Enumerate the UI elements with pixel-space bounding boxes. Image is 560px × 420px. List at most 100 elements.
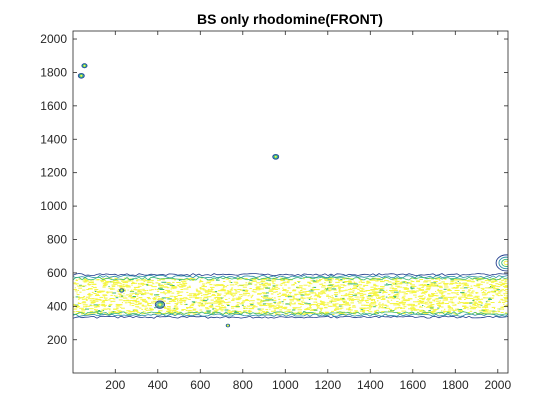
band-noise xyxy=(394,308,397,310)
band-noise xyxy=(152,286,157,288)
band-noise xyxy=(195,297,199,299)
band-noise xyxy=(131,281,135,283)
band-noise xyxy=(260,280,266,282)
band-noise xyxy=(357,292,360,294)
band-noise xyxy=(410,286,412,288)
band-noise xyxy=(101,279,107,281)
band-noise xyxy=(126,310,131,312)
band-noise xyxy=(325,288,328,290)
band-noise xyxy=(204,303,207,305)
band-noise xyxy=(376,297,378,299)
band-noise xyxy=(309,304,312,306)
band-noise xyxy=(146,297,150,298)
band-noise xyxy=(75,280,78,281)
band-noise xyxy=(197,302,200,304)
band-noise xyxy=(362,308,366,310)
band-noise xyxy=(206,296,212,298)
band-noise xyxy=(413,294,417,296)
band-noise xyxy=(154,313,159,315)
band-noise xyxy=(358,281,361,283)
band-noise xyxy=(352,305,356,307)
band-noise xyxy=(142,288,145,290)
band-noise xyxy=(221,288,225,290)
band-noise xyxy=(237,285,239,287)
band-noise xyxy=(388,284,392,286)
band-noise xyxy=(268,278,271,280)
band-noise xyxy=(393,295,397,297)
spot-ring xyxy=(498,256,508,270)
band-noise xyxy=(257,308,261,310)
band-noise xyxy=(152,297,157,299)
band-noise xyxy=(388,294,391,296)
band-noise xyxy=(280,283,284,285)
band-noise xyxy=(504,286,508,288)
spot-ring xyxy=(274,155,277,158)
spot-ring xyxy=(156,301,164,308)
band-noise xyxy=(436,278,440,280)
band-noise xyxy=(189,296,193,298)
band-noise xyxy=(425,306,431,308)
band-noise xyxy=(334,292,338,294)
band-noise xyxy=(481,281,485,283)
band-noise xyxy=(305,309,311,310)
band-noise xyxy=(445,299,448,301)
band-noise xyxy=(182,282,188,284)
band-noise xyxy=(321,302,326,304)
band-noise xyxy=(78,296,80,298)
band-noise xyxy=(138,303,142,305)
band-noise xyxy=(232,298,236,300)
band-noise xyxy=(172,287,177,289)
band-noise xyxy=(192,279,195,281)
band-noise xyxy=(112,311,115,313)
band-noise xyxy=(481,309,486,311)
band-noise xyxy=(448,289,451,291)
band-noise xyxy=(333,304,337,306)
band-noise xyxy=(73,283,79,285)
band-noise xyxy=(388,310,390,312)
band-noise xyxy=(235,306,240,308)
band-noise xyxy=(89,305,93,307)
band-noise xyxy=(166,310,171,312)
band-noise xyxy=(417,299,419,301)
band-noise xyxy=(448,283,454,285)
band-noise xyxy=(77,303,82,304)
band-noise xyxy=(369,296,374,298)
band-noise xyxy=(292,290,296,292)
band-noise xyxy=(93,300,96,302)
band-noise xyxy=(354,293,358,295)
band-noise xyxy=(124,295,126,297)
band-noise xyxy=(91,291,94,293)
band-noise xyxy=(422,292,428,294)
band-noise xyxy=(416,287,419,289)
band-noise xyxy=(320,309,322,311)
band-noise xyxy=(378,296,382,298)
band-noise xyxy=(433,309,436,311)
band-noise xyxy=(487,287,492,289)
band-noise xyxy=(260,300,266,302)
band-noise xyxy=(477,304,481,306)
band-noise xyxy=(476,299,478,301)
band-noise xyxy=(469,310,473,312)
band-noise xyxy=(449,297,454,299)
band-noise xyxy=(175,298,178,299)
spot-ring xyxy=(83,64,86,67)
band-noise xyxy=(173,288,175,290)
band-noise xyxy=(411,309,413,311)
band-noise xyxy=(251,278,256,280)
band-noise xyxy=(277,293,280,295)
band-noise xyxy=(208,289,213,291)
band-noise xyxy=(201,285,204,287)
band-noise xyxy=(236,279,239,281)
band-noise xyxy=(315,299,317,301)
band-noise xyxy=(213,307,216,309)
band-noise xyxy=(350,299,355,301)
band-noise xyxy=(122,281,126,283)
band-noise xyxy=(505,285,508,287)
band-noise xyxy=(151,302,157,304)
band-noise xyxy=(440,312,444,314)
band-noise xyxy=(497,286,501,288)
band-noise xyxy=(283,308,288,310)
band-noise xyxy=(446,288,451,290)
band-noise xyxy=(495,283,499,285)
band-noise xyxy=(423,310,426,312)
